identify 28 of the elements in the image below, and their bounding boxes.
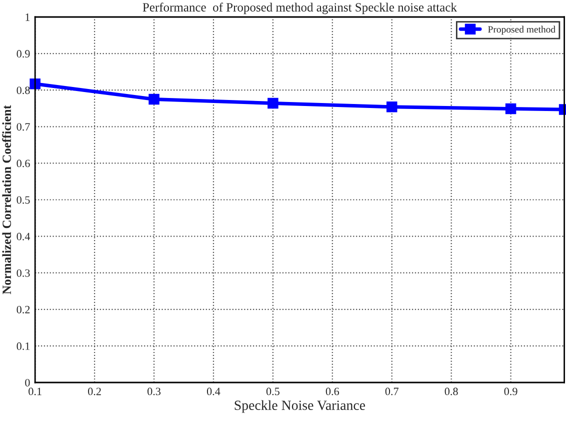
- x-tick-label: 0.9: [504, 388, 518, 396]
- y-axis-title: Normalized Correlation Coefficient: [2, 105, 12, 294]
- point: [386, 102, 398, 112]
- y-tick-label: 1: [26, 14, 30, 21]
- x-tick-label: 0.7: [385, 388, 398, 396]
- y-tick-label: 0.6: [16, 160, 30, 168]
- x-tick-label: 0.8: [444, 388, 458, 396]
- point: [505, 103, 516, 114]
- y-tick-label: 0.9: [16, 50, 30, 58]
- point: [268, 98, 278, 109]
- legend-label: Proposed method: [488, 26, 556, 35]
- y-tick-label: 0.1: [16, 342, 30, 350]
- x-tick-label: 0.4: [206, 388, 220, 396]
- y-tick-label: 0: [25, 378, 30, 386]
- x-tick-label: 0.3: [147, 388, 161, 396]
- point: [148, 94, 160, 105]
- x-tick-label: 0.2: [88, 388, 101, 396]
- y-tick-label: 0.4: [16, 232, 30, 240]
- chart-title: Performance of Proposed method against Speckle noise attack: [142, 2, 457, 14]
- y-tick-label: 0.3: [16, 269, 30, 277]
- y-tick-label: 0.2: [16, 306, 30, 314]
- y-tick-label: 0.5: [16, 196, 30, 204]
- y-tick-label: 0.8: [16, 86, 30, 94]
- y-tick-label: 0.7: [16, 123, 30, 131]
- point: [30, 78, 40, 90]
- x-tick-label: 0.5: [266, 388, 280, 396]
- x-tick-label: 0.6: [326, 388, 340, 396]
- x-axis-title: Speckle Noise Variance: [234, 400, 366, 413]
